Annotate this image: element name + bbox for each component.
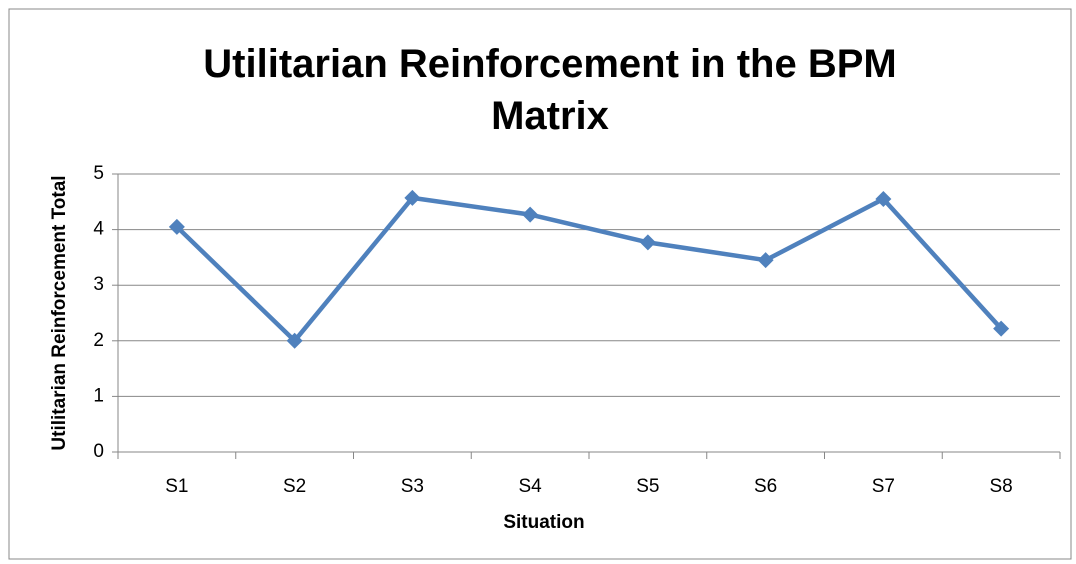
y-tick-label: 1 [93, 385, 104, 406]
x-tick-label: S1 [165, 476, 188, 497]
data-point [286, 332, 303, 349]
data-point [404, 189, 421, 206]
y-tick-label: 2 [93, 330, 104, 351]
data-point [993, 320, 1010, 337]
y-tick-label: 3 [93, 274, 104, 295]
chart-border [8, 8, 1072, 560]
x-tick-label: S2 [283, 476, 306, 497]
data-point [522, 206, 539, 223]
x-tick-label: S4 [519, 476, 543, 497]
x-tick-label: S3 [401, 476, 424, 497]
y-tick-label: 0 [93, 441, 104, 462]
x-tick-label: S8 [990, 476, 1013, 497]
x-axis-label: Situation [503, 512, 584, 533]
series-line [175, 195, 1003, 344]
y-axis-label: Utilitarian Reinforcement Total [49, 175, 70, 450]
data-point [639, 234, 656, 251]
x-tick-label: S6 [754, 476, 777, 497]
y-tick-label: 4 [93, 219, 104, 240]
x-tick-label: S7 [872, 476, 895, 497]
x-tick-label: S5 [636, 476, 659, 497]
data-point [168, 218, 185, 235]
data-point [757, 252, 774, 269]
y-tick-label: 5 [93, 163, 104, 184]
chart-title: Utilitarian Reinforcement in the BPM Mat… [203, 42, 897, 138]
data-point [875, 191, 892, 208]
